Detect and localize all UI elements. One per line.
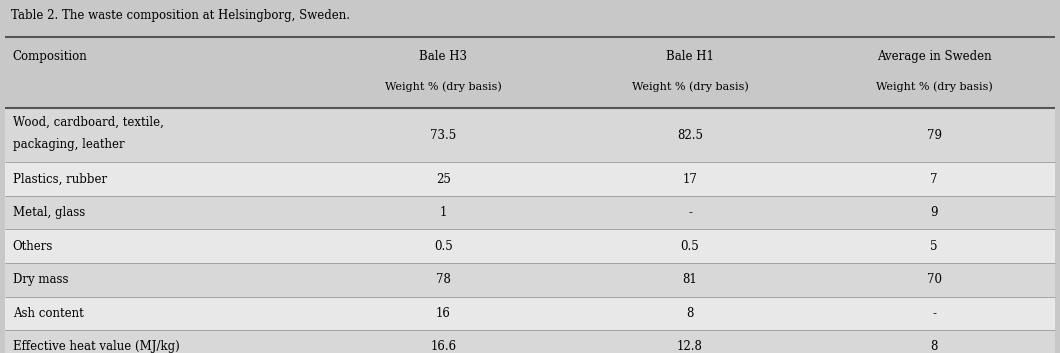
Text: 1: 1	[440, 206, 447, 219]
Text: Composition: Composition	[13, 50, 88, 63]
Text: 12.8: 12.8	[677, 340, 703, 353]
Text: Ash content: Ash content	[13, 307, 84, 320]
Text: Average in Sweden: Average in Sweden	[877, 50, 991, 63]
Text: 16: 16	[436, 307, 450, 320]
Text: Dry mass: Dry mass	[13, 273, 68, 286]
Text: Metal, glass: Metal, glass	[13, 206, 85, 219]
Text: Effective heat value (MJ/kg): Effective heat value (MJ/kg)	[13, 340, 179, 353]
Text: packaging, leather: packaging, leather	[13, 138, 124, 151]
Text: Others: Others	[13, 240, 53, 253]
Text: 17: 17	[683, 173, 697, 186]
Text: Weight % (dry basis): Weight % (dry basis)	[876, 81, 992, 92]
Bar	[5, 229, 1055, 263]
Text: 0.5: 0.5	[681, 240, 700, 253]
Bar	[5, 162, 1055, 196]
Text: -: -	[932, 307, 936, 320]
Text: Table 2. The waste composition at Helsingborg, Sweden.: Table 2. The waste composition at Helsin…	[11, 9, 350, 22]
Text: -: -	[688, 206, 692, 219]
Text: 5: 5	[931, 240, 938, 253]
Bar	[5, 37, 1055, 108]
Text: 79: 79	[926, 128, 941, 142]
Bar	[5, 263, 1055, 297]
Text: 73.5: 73.5	[430, 128, 457, 142]
Text: Wood, cardboard, textile,: Wood, cardboard, textile,	[13, 116, 163, 129]
Text: 16.6: 16.6	[430, 340, 457, 353]
Bar	[5, 330, 1055, 353]
Text: Bale H1: Bale H1	[666, 50, 714, 63]
Text: 82.5: 82.5	[677, 128, 703, 142]
Text: Weight % (dry basis): Weight % (dry basis)	[385, 81, 501, 92]
Bar	[5, 297, 1055, 330]
Text: Bale H3: Bale H3	[420, 50, 467, 63]
Text: Plastics, rubber: Plastics, rubber	[13, 173, 107, 186]
Text: 25: 25	[436, 173, 450, 186]
Text: 78: 78	[436, 273, 450, 286]
Text: 8: 8	[686, 307, 693, 320]
Text: 70: 70	[926, 273, 941, 286]
Text: 0.5: 0.5	[434, 240, 453, 253]
Text: 8: 8	[931, 340, 938, 353]
Text: Weight % (dry basis): Weight % (dry basis)	[632, 81, 748, 92]
Text: 7: 7	[931, 173, 938, 186]
Text: 9: 9	[931, 206, 938, 219]
Text: 81: 81	[683, 273, 697, 286]
Bar	[5, 108, 1055, 162]
Bar	[5, 196, 1055, 229]
